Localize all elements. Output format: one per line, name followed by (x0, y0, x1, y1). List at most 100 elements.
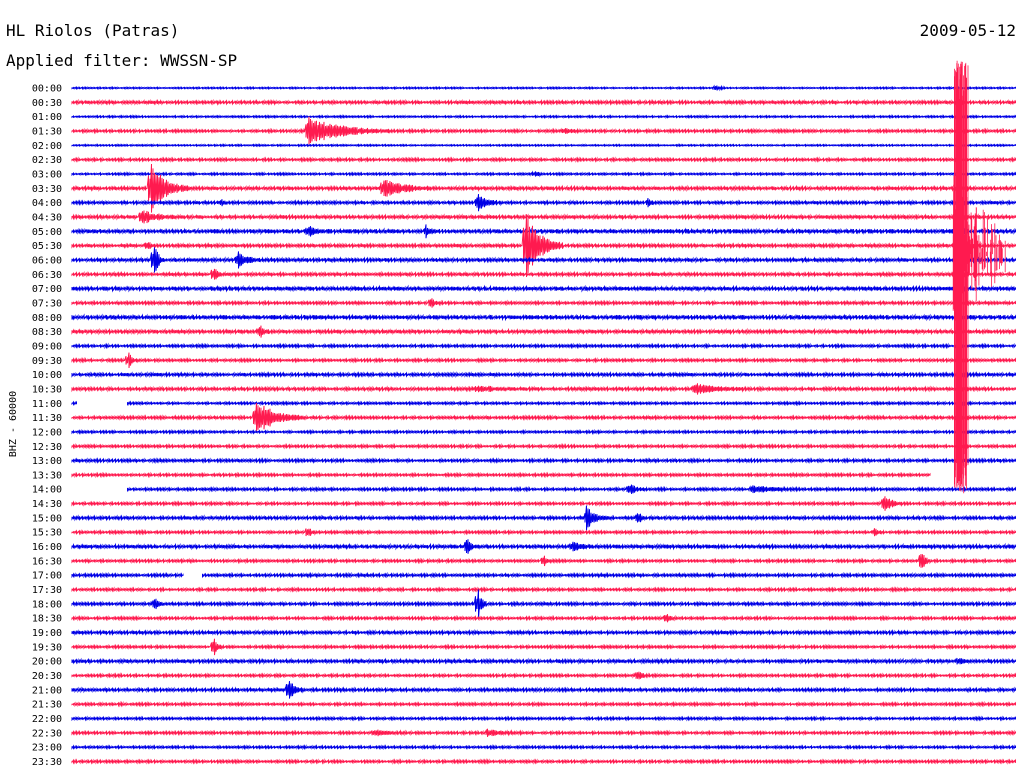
time-tick-label: 21:30 (32, 700, 62, 711)
time-tick-label: 02:30 (32, 155, 62, 166)
time-tick-label: 16:00 (32, 542, 62, 553)
trace-row-2200 (71, 715, 1016, 722)
trace-row-1730 (71, 586, 1016, 593)
time-tick-label: 00:00 (32, 84, 62, 95)
time-tick-label: 19:00 (32, 628, 62, 639)
trace-row-2100 (71, 681, 1016, 699)
trace-row-1600 (71, 539, 1016, 554)
trace-rows: 00:00 00:30 01:00 01:30 02:00 02:30 03:00 03:30… (32, 60, 1016, 768)
time-tick-label: 12:00 (32, 427, 62, 438)
time-tick-label: 22:30 (32, 728, 62, 739)
trace-row-0000 (71, 84, 1016, 92)
trace-row-1200 (71, 428, 1016, 436)
time-tick-label: 10:00 (32, 370, 62, 381)
time-tick-label: 03:00 (32, 169, 62, 180)
time-tick-label: 08:00 (32, 313, 62, 324)
time-tick-label: 14:30 (32, 499, 62, 510)
trace-row-1030 (71, 383, 1016, 395)
trace-row-2330 (71, 758, 1016, 765)
trace-row-0630 (71, 268, 1016, 280)
trace-row-0930 (71, 352, 1016, 369)
time-tick-label: 11:30 (32, 413, 62, 424)
trace-row-0030 (71, 98, 1016, 106)
time-tick-label: 08:30 (32, 327, 62, 338)
channel-label: BHZ - 60000 (8, 391, 19, 457)
time-tick-label: 18:00 (32, 599, 62, 610)
trace-row-0900 (71, 342, 1016, 350)
trace-row-0130 (71, 116, 1016, 146)
filter-label: Applied filter: WWSSN-SP (6, 51, 237, 70)
time-tick-label: 04:00 (32, 198, 62, 209)
trace-row-1330 (71, 471, 931, 479)
time-tick-label: 23:00 (32, 743, 62, 754)
trace-row-1530 (71, 528, 1016, 537)
trace-row-2000 (71, 657, 1016, 665)
time-tick-label: 13:00 (32, 456, 62, 467)
trace-row-0800 (71, 313, 1016, 322)
time-tick-label: 17:30 (32, 585, 62, 596)
time-tick-label: 02:00 (32, 141, 62, 152)
time-tick-label: 17:00 (32, 571, 62, 582)
trace-row-0730 (71, 298, 1016, 308)
time-tick-label: 18:30 (32, 614, 62, 625)
trace-row-2130 (71, 700, 1016, 708)
trace-row-1000 (71, 370, 1016, 379)
time-tick-label: 04:30 (32, 212, 62, 223)
trace-row-1130 (71, 402, 1016, 433)
station-title: HL Riolos (Patras) (6, 21, 179, 40)
time-tick-label: 00:30 (32, 98, 62, 109)
trace-row-1500 (71, 505, 1016, 531)
trace-row-1900 (71, 628, 1016, 637)
time-tick-label: 01:00 (32, 112, 62, 123)
time-tick-label: 23:30 (32, 757, 62, 768)
time-tick-label: 03:30 (32, 184, 62, 195)
trace-row-2300 (71, 744, 1016, 751)
trace-row-1800 (71, 589, 1016, 619)
time-tick-label: 20:00 (32, 657, 62, 668)
date-label: 2009-05-12 (920, 21, 1016, 40)
trace-row-1830 (71, 613, 1016, 623)
trace-row-0430 (71, 210, 1016, 224)
trace-row-0700 (71, 284, 1016, 293)
trace-row-2030 (71, 671, 1016, 680)
time-tick-label: 06:30 (32, 270, 62, 281)
trace-row-1630 (71, 553, 1016, 568)
trace-row-1400 (127, 484, 1016, 494)
time-tick-label: 15:30 (32, 528, 62, 539)
trace-row-1300 (71, 457, 1016, 465)
time-tick-label: 07:00 (32, 284, 62, 295)
time-tick-label: 05:00 (32, 227, 62, 238)
time-tick-label: 16:30 (32, 556, 62, 567)
trace-row-1700 (71, 571, 1016, 579)
trace-row-0300 (71, 170, 1016, 178)
time-tick-label: 10:30 (32, 384, 62, 395)
time-tick-label: 15:00 (32, 513, 62, 524)
trace-row-0500 (71, 221, 1016, 242)
trace-row-0330 (71, 163, 1016, 213)
time-tick-label: 06:00 (32, 255, 62, 266)
time-tick-label: 19:30 (32, 642, 62, 653)
trace-row-1930 (71, 638, 1016, 656)
trace-row-0600 (71, 247, 1016, 273)
trace-row-1230 (71, 442, 1016, 450)
trace-row-0230 (71, 156, 1016, 163)
time-tick-label: 09:00 (32, 341, 62, 352)
time-tick-label: 13:30 (32, 470, 62, 481)
trace-row-0200 (71, 143, 1016, 148)
large-earthquake-trace (952, 60, 1006, 494)
trace-row-0400 (71, 194, 1016, 212)
time-tick-label: 14:00 (32, 485, 62, 496)
trace-row-2230 (71, 728, 1016, 738)
time-tick-label: 20:30 (32, 671, 62, 682)
time-tick-label: 22:00 (32, 714, 62, 725)
time-tick-label: 01:30 (32, 126, 62, 137)
trace-row-1430 (71, 496, 1016, 511)
time-tick-label: 05:30 (32, 241, 62, 252)
time-tick-label: 12:30 (32, 442, 62, 453)
time-tick-label: 21:00 (32, 685, 62, 696)
time-tick-label: 07:30 (32, 298, 62, 309)
trace-row-0830 (71, 325, 1016, 338)
time-tick-label: 09:30 (32, 356, 62, 367)
trace-row-0530 (71, 214, 1016, 278)
